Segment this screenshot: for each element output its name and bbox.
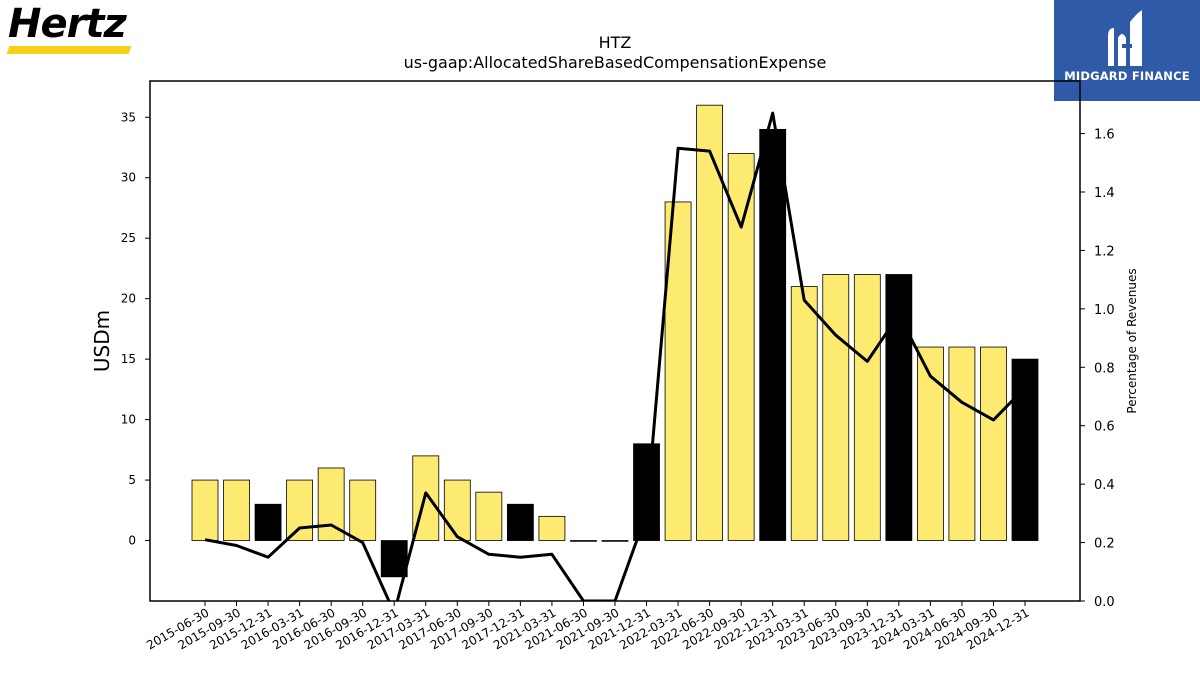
y2-tick-label: 1.0: [1094, 303, 1115, 318]
right-axis: 0.0 0.2 0.4 0.6 0.8 1.0 1.2 1.4 1.6: [1080, 128, 1115, 610]
bar-2024-03-31: [916, 346, 944, 541]
bar-2016-03-31: [286, 479, 314, 541]
y2-axis-label: Percentage of Revenues: [1125, 268, 1139, 413]
hertz-logo: Hertz: [6, 4, 138, 54]
bar-2024-12-31: [1011, 358, 1039, 541]
bar-2021-12-31: [633, 443, 660, 541]
y-tick-label: 35: [121, 110, 136, 124]
y-tick-label: 0: [128, 534, 136, 548]
bar-2016-09-30: [349, 479, 377, 541]
line-series: [204, 111, 1027, 601]
bar-2023-12-31: [885, 274, 913, 541]
y-tick-label: 30: [121, 171, 136, 185]
y-tick-label: 25: [121, 231, 136, 245]
bar-2023-09-30: [853, 274, 881, 541]
publisher-logo: MIDGARD FINANCE: [1054, 0, 1200, 101]
bar-2024-06-30: [948, 346, 976, 541]
bar-series: [191, 104, 1039, 578]
bar-2022-12-31: [759, 128, 787, 541]
y-tick-label: 5: [128, 473, 136, 487]
bar-2023-06-30: [822, 274, 850, 541]
y-tick-label: 15: [121, 352, 136, 366]
bar-2021-09-30: [601, 540, 629, 542]
bar-2023-03-31: [790, 286, 818, 541]
y2-tick-label: 0.8: [1094, 361, 1115, 376]
x-axis: 2015-06-302015-09-302015-12-312016-03-31…: [144, 601, 1032, 652]
bar-2024-09-30: [980, 346, 1007, 541]
bar-2015-12-31: [254, 503, 282, 541]
y2-tick-label: 1.6: [1094, 128, 1115, 143]
bar-2017-09-30: [475, 491, 503, 541]
y2-tick-label: 1.4: [1094, 186, 1115, 201]
publisher-name: MIDGARD FINANCE: [1064, 69, 1190, 83]
left-axis: 0 5 10 15 20 25 30 35: [121, 110, 150, 548]
bar-2022-06-30: [696, 104, 724, 541]
bar-2022-09-30: [727, 153, 755, 541]
bar-2015-09-30: [223, 479, 250, 541]
y2-tick-label: 0.0: [1094, 595, 1115, 610]
bar-2015-06-30: [191, 479, 219, 541]
bar-2021-06-30: [570, 540, 597, 542]
revenue-share-line: [204, 111, 1027, 601]
y-tick-label: 10: [121, 413, 136, 427]
y2-tick-label: 1.2: [1094, 244, 1115, 259]
hertz-logo-text: Hertz: [8, 1, 127, 47]
midgard-logo-icon: [1108, 10, 1142, 66]
bar-2017-06-30: [443, 479, 471, 541]
bar-2021-03-31: [538, 515, 566, 541]
chart-title: HTZ: [599, 33, 632, 52]
chart-subtitle: us-gaap:AllocatedShareBasedCompensationE…: [404, 53, 827, 72]
bar-2016-12-31: [380, 540, 408, 578]
y-axis-label: USDm: [90, 310, 114, 372]
y2-tick-label: 0.2: [1094, 537, 1115, 552]
y-tick-label: 20: [121, 292, 136, 306]
y2-tick-label: 0.6: [1094, 420, 1115, 435]
bar-2017-12-31: [506, 503, 534, 541]
y2-tick-label: 0.4: [1094, 478, 1115, 493]
